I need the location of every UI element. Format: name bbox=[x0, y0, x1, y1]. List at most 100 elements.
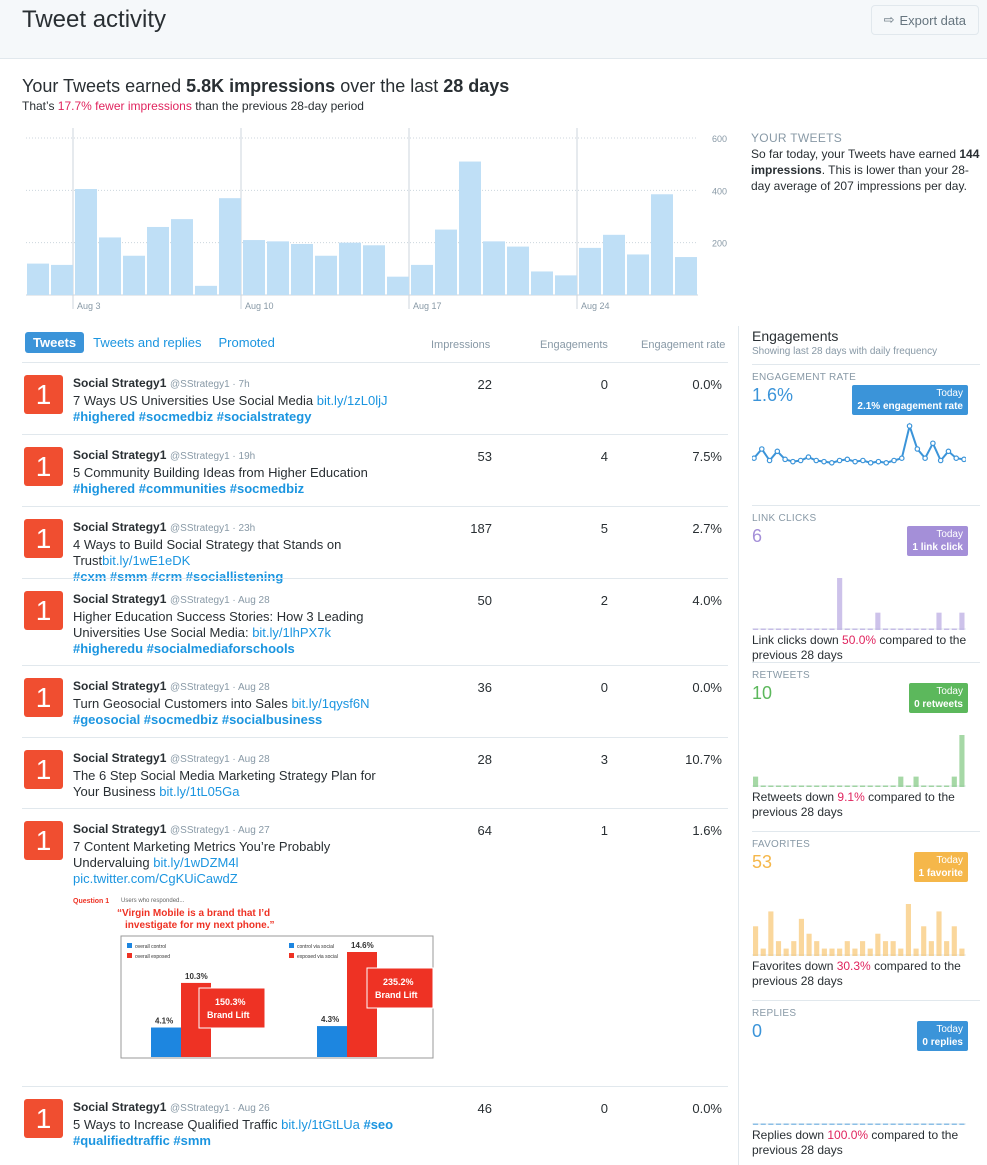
impressions-bar[interactable] bbox=[627, 254, 649, 295]
impressions-bar[interactable] bbox=[411, 264, 433, 295]
impressions-bar[interactable] bbox=[243, 240, 265, 295]
impressions-bar[interactable] bbox=[651, 194, 673, 295]
tweet-engagements[interactable]: 0 bbox=[600, 377, 608, 392]
impressions-bar[interactable] bbox=[75, 189, 97, 295]
tweet-engagements[interactable]: 1 bbox=[600, 823, 608, 838]
tweet-text: The 6 Step Social Media Marketing Strate… bbox=[73, 768, 376, 799]
avatar[interactable]: 1 bbox=[24, 591, 63, 630]
impressions-bar[interactable] bbox=[147, 226, 169, 295]
tweet-hashtags[interactable]: #highered #communities #socmedbiz bbox=[73, 481, 305, 496]
impressions-bar[interactable] bbox=[555, 275, 577, 295]
tweet-hashtags[interactable]: #cxm #smm #crm #sociallistening bbox=[73, 569, 284, 584]
tweet-image[interactable]: Question 1 Users who responded... “Virgin … bbox=[73, 891, 435, 1061]
tweet-row[interactable]: 1 Social Strategy1 @SStrategy1 · Aug 26 5 … bbox=[22, 1086, 728, 1160]
tweet-impressions[interactable]: 46 bbox=[477, 1101, 492, 1116]
tweet-impressions[interactable]: 28 bbox=[477, 752, 492, 767]
impressions-bar[interactable] bbox=[267, 241, 289, 295]
sparkline-bar bbox=[875, 785, 881, 787]
tweet-engagements[interactable]: 2 bbox=[600, 593, 608, 608]
avatar[interactable]: 1 bbox=[24, 519, 63, 558]
avatar[interactable]: 1 bbox=[24, 375, 63, 414]
tweet-engagements[interactable]: 0 bbox=[600, 1101, 608, 1116]
tweet-author[interactable]: Social Strategy1 bbox=[73, 376, 167, 390]
avatar[interactable]: 1 bbox=[24, 821, 63, 860]
sparkline-bar bbox=[936, 911, 942, 956]
tab-tweets-and-replies[interactable]: Tweets and replies bbox=[93, 335, 202, 350]
tweet-hashtags[interactable]: #higheredu #socialmediaforschools bbox=[73, 641, 295, 656]
tweet-hashtags[interactable]: #highered #socmedbiz #socialstrategy bbox=[73, 409, 312, 424]
card-today-badge: Today 1 link click bbox=[907, 526, 968, 556]
tweet-row[interactable]: 1 Social Strategy1 @SStrategy1 · 7h 7 Ways… bbox=[22, 362, 728, 434]
impressions-bar[interactable] bbox=[27, 263, 49, 295]
impressions-bar[interactable] bbox=[171, 219, 193, 295]
sparkline-bar bbox=[806, 933, 812, 956]
tweet-link[interactable]: bit.ly/1tGtLUa bbox=[281, 1117, 360, 1132]
export-data-button[interactable]: ⇨ Export data bbox=[870, 5, 979, 35]
sparkline-bar bbox=[791, 941, 797, 956]
tweet-link[interactable]: bit.ly/1lhPX7k bbox=[252, 625, 331, 640]
tweet-row[interactable]: 1 Social Strategy1 @SStrategy1 · 23h 4 Way… bbox=[22, 506, 728, 584]
impressions-bar[interactable] bbox=[531, 271, 553, 295]
impressions-bar[interactable] bbox=[291, 243, 313, 295]
tweet-hashtag[interactable]: #seo bbox=[359, 1117, 394, 1132]
impressions-bar[interactable] bbox=[507, 246, 529, 295]
impressions-bar[interactable] bbox=[315, 255, 337, 295]
tweet-link[interactable]: bit.ly/1qysf6N bbox=[291, 696, 370, 711]
tweet-impressions[interactable]: 64 bbox=[477, 823, 492, 838]
tweet-row[interactable]: 1 Social Strategy1 @SStrategy1 · Aug 28 Th… bbox=[22, 737, 728, 808]
impressions-bar[interactable] bbox=[339, 242, 361, 295]
tweet-link[interactable]: bit.ly/1wDZM4l bbox=[153, 855, 239, 870]
card-sparkline bbox=[752, 578, 966, 630]
impressions-bar[interactable] bbox=[219, 198, 241, 295]
impressions-bar[interactable] bbox=[99, 237, 121, 295]
tweet-link[interactable]: bit.ly/1tL05Ga bbox=[159, 784, 240, 799]
avatar[interactable]: 1 bbox=[24, 447, 63, 486]
avatar[interactable]: 1 bbox=[24, 678, 63, 717]
impressions-bar[interactable] bbox=[387, 276, 409, 295]
sparkline-bar bbox=[798, 785, 804, 787]
tweet-hashtags[interactable]: #geosocial #socmedbiz #socialbusiness bbox=[73, 712, 323, 727]
impressions-bar[interactable] bbox=[579, 247, 601, 295]
impressions-bar[interactable] bbox=[603, 234, 625, 295]
tweet-hashtags[interactable]: #qualifiedtraffic #smm bbox=[73, 1133, 211, 1148]
avatar[interactable]: 1 bbox=[24, 1099, 63, 1138]
impressions-bar[interactable] bbox=[51, 264, 73, 295]
avatar[interactable]: 1 bbox=[24, 750, 63, 789]
tweet-impressions[interactable]: 53 bbox=[477, 449, 492, 464]
tweet-impressions[interactable]: 36 bbox=[477, 680, 492, 695]
impressions-bar[interactable] bbox=[363, 245, 385, 295]
tweet-row[interactable]: 1 Social Strategy1 @SStrategy1 · Aug 27 7 … bbox=[22, 808, 728, 1086]
impressions-bar[interactable] bbox=[123, 255, 145, 295]
tab-tweets[interactable]: Tweets bbox=[25, 332, 85, 353]
impressions-bar[interactable] bbox=[483, 241, 505, 295]
tweet-impressions[interactable]: 50 bbox=[477, 593, 492, 608]
tweet-author[interactable]: Social Strategy1 bbox=[73, 592, 167, 606]
tweet-author[interactable]: Social Strategy1 bbox=[73, 679, 167, 693]
tweet-author[interactable]: Social Strategy1 bbox=[73, 448, 167, 462]
tweet-pic-link[interactable]: pic.twitter.com/CgKUiCawdZ bbox=[73, 871, 238, 886]
tweet-engagements[interactable]: 0 bbox=[600, 680, 608, 695]
tweet-engagements[interactable]: 5 bbox=[600, 521, 608, 536]
tweet-link[interactable]: bit.ly/1wE1eDK bbox=[102, 553, 191, 568]
tweet-link[interactable]: bit.ly/1zL0ljJ bbox=[316, 393, 388, 408]
tab-promoted[interactable]: Promoted bbox=[218, 335, 275, 350]
tweet-engagements[interactable]: 3 bbox=[600, 752, 608, 767]
tweet-author[interactable]: Social Strategy1 bbox=[73, 822, 167, 836]
sparkline-bar bbox=[806, 785, 812, 787]
tweet-impressions[interactable]: 187 bbox=[470, 521, 492, 536]
tweet-author[interactable]: Social Strategy1 bbox=[73, 751, 167, 765]
tweet-engagements[interactable]: 4 bbox=[600, 449, 608, 464]
tweet-author[interactable]: Social Strategy1 bbox=[73, 1100, 167, 1114]
tweet-row[interactable]: 1 Social Strategy1 @SStrategy1 · 19h 5 Com… bbox=[22, 434, 728, 506]
tweet-impressions[interactable]: 22 bbox=[477, 377, 492, 392]
tweet-rate: 10.7% bbox=[685, 752, 722, 767]
impressions-bar[interactable] bbox=[195, 285, 217, 295]
tweet-author[interactable]: Social Strategy1 bbox=[73, 520, 167, 534]
impressions-bar[interactable] bbox=[459, 161, 481, 295]
tweet-row[interactable]: 1 Social Strategy1 @SStrategy1 · Aug 28 Hi… bbox=[22, 578, 728, 665]
your-tweets-text: So far today, your Tweets have earned 14… bbox=[751, 146, 981, 194]
tweet-row[interactable]: 1 Social Strategy1 @SStrategy1 · Aug 28 Tu… bbox=[22, 665, 728, 737]
impressions-bar[interactable] bbox=[435, 229, 457, 295]
tweet-meta: @SStrategy1 · Aug 28 bbox=[170, 595, 270, 606]
impressions-bar[interactable] bbox=[675, 257, 697, 295]
